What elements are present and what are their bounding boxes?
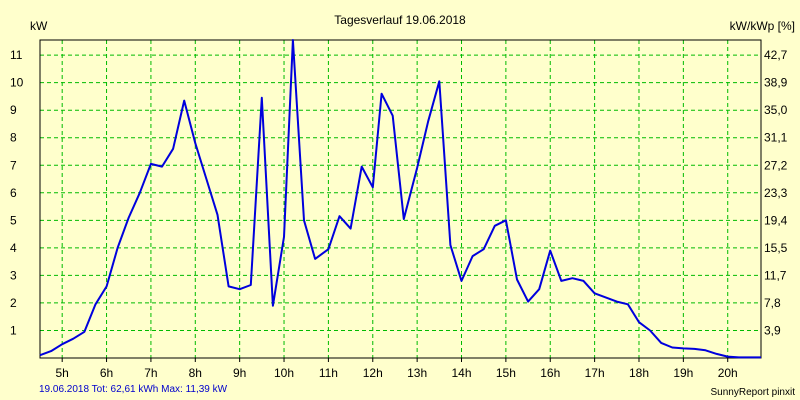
footer-credit: SunnyReport pinxit (711, 387, 796, 398)
y-left-tick-label-6: 7 (10, 158, 17, 172)
y-left-tick-label-5: 6 (10, 186, 17, 200)
y-right-tick-label-0: 3,9 (764, 323, 781, 337)
x-tick-label-6: 11h (319, 366, 338, 380)
y-left-tick-label-3: 4 (10, 241, 17, 255)
y-right-tick-label-8: 35,0 (764, 103, 788, 117)
series-layer (39, 39, 761, 359)
y-left-tick-label-8: 9 (10, 103, 17, 117)
y-right-tick-label-5: 23,3 (764, 186, 788, 200)
y-left-tick-label-0: 1 (10, 323, 17, 337)
right-axis-unit: kW/kWp [%] (730, 19, 795, 33)
x-tick-label-10: 15h (496, 366, 516, 380)
x-tick-label-5: 10h (274, 366, 294, 380)
left-axis-unit: kW (30, 19, 48, 33)
y-right-tick-label-1: 7,8 (764, 296, 781, 310)
x-tick-label-7: 12h (363, 366, 383, 380)
y-left-tick-label-4: 5 (10, 213, 17, 227)
y-right-tick-label-6: 27,2 (764, 158, 788, 172)
y-right-tick-label-2: 11,7 (764, 268, 787, 282)
grid-lines (40, 40, 761, 358)
x-tick-label-8: 13h (407, 366, 427, 380)
x-tick-label-9: 14h (451, 366, 471, 380)
y-right-tick-label-10: 42,7 (764, 48, 788, 62)
x-tick-label-12: 17h (585, 366, 605, 380)
x-tick-label-15: 20h (718, 366, 738, 380)
x-tick-label-4: 9h (233, 366, 246, 380)
y-right-tick-label-3: 15,5 (764, 241, 788, 255)
y-left-tick-label-2: 3 (10, 268, 17, 282)
plot-frame (39, 39, 762, 359)
y-right-tick-label-7: 31,1 (764, 131, 788, 145)
footer-summary: 19.06.2018 Tot: 62,61 kWh Max: 11,39 kW (39, 384, 228, 395)
x-tick-label-0: 5h (56, 366, 69, 380)
y-right-tick-label-9: 38,9 (764, 76, 788, 90)
x-tick-label-14: 19h (673, 366, 693, 380)
x-tick-label-2: 7h (144, 366, 157, 380)
y-left-tick-label-1: 2 (10, 296, 17, 310)
y-left-tick-label-7: 8 (10, 131, 17, 145)
x-tick-label-3: 8h (189, 366, 202, 380)
series-line-0 (39, 39, 761, 359)
y-left-tick-label-9: 10 (10, 76, 24, 90)
y-right-tick-label-4: 19,4 (764, 213, 788, 227)
y-left-tick-label-10: 11 (10, 48, 23, 62)
x-tick-label-11: 16h (540, 366, 560, 380)
chart-title: Tagesverlauf 19.06.2018 (334, 13, 466, 27)
x-tick-label-13: 18h (629, 366, 649, 380)
axis-ticks: 5h 6h 7h 8h 9h 10h 11h 12h 13h 14h 15h 16h 17h 18h 19h… (10, 48, 788, 380)
x-tick-label-1: 6h (100, 366, 113, 380)
